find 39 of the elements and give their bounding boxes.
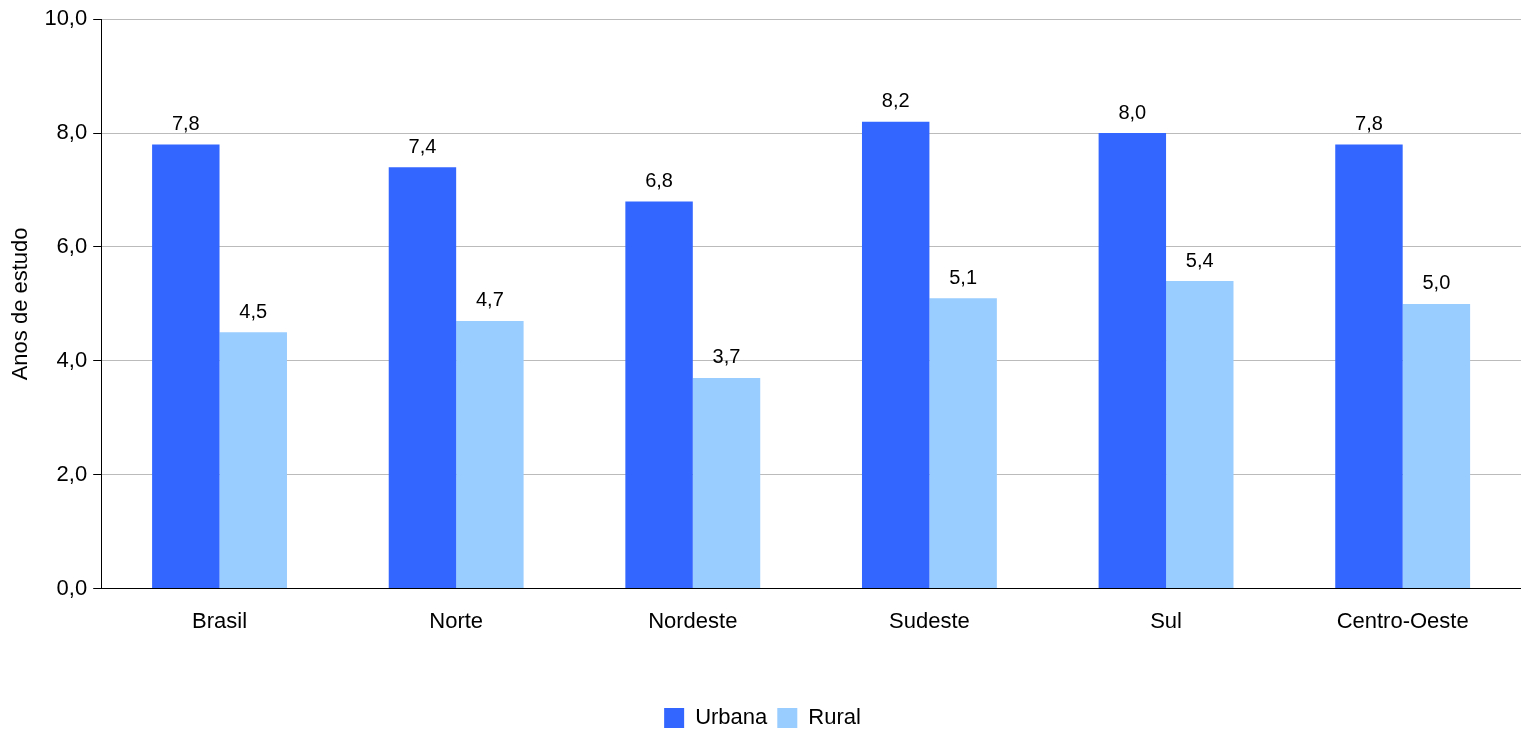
bar xyxy=(861,121,930,589)
legend-label: Urbana xyxy=(695,704,769,730)
x-tick-label: Sul xyxy=(1150,607,1182,633)
legend-label: Rural xyxy=(808,704,861,730)
y-tick-label: 6,0 xyxy=(56,233,88,259)
data-label: 7,4 xyxy=(408,134,437,157)
bar xyxy=(1098,133,1167,589)
bar xyxy=(219,332,287,589)
y-tick-label: 2,0 xyxy=(56,460,88,486)
data-label: 5,0 xyxy=(1422,271,1451,294)
bar xyxy=(1166,281,1234,589)
y-axis-title: Anos de estudo xyxy=(7,227,33,381)
bar xyxy=(1402,303,1471,589)
data-label: 8,2 xyxy=(881,89,910,112)
bar xyxy=(625,201,693,589)
bar xyxy=(929,298,997,589)
data-label: 6,8 xyxy=(645,168,673,191)
data-label: 4,7 xyxy=(475,288,504,311)
bar xyxy=(388,167,457,589)
y-tick-label: 10,0 xyxy=(44,5,88,31)
y-tick-label: 0,0 xyxy=(56,574,88,600)
bar xyxy=(1335,144,1403,589)
data-label: 3,7 xyxy=(712,345,741,368)
y-tick-label: 8,0 xyxy=(56,119,88,145)
data-label: 5,4 xyxy=(1185,248,1214,271)
x-tick-label: Brasil xyxy=(192,607,248,633)
y-tick-label: 4,0 xyxy=(56,346,88,372)
data-label: 7,8 xyxy=(171,111,200,134)
bar xyxy=(152,144,220,589)
data-label: 5,1 xyxy=(949,265,978,288)
x-tick-label: Sudeste xyxy=(889,607,970,633)
bar xyxy=(456,320,524,589)
data-label: 7,8 xyxy=(1355,111,1383,134)
x-tick-label: Nordeste xyxy=(648,607,738,633)
x-tick-label: Centro-Oeste xyxy=(1336,607,1469,633)
x-tick-label: Norte xyxy=(429,607,484,633)
bar xyxy=(692,377,761,589)
data-label: 4,5 xyxy=(239,299,268,322)
data-label: 8,0 xyxy=(1118,100,1147,123)
